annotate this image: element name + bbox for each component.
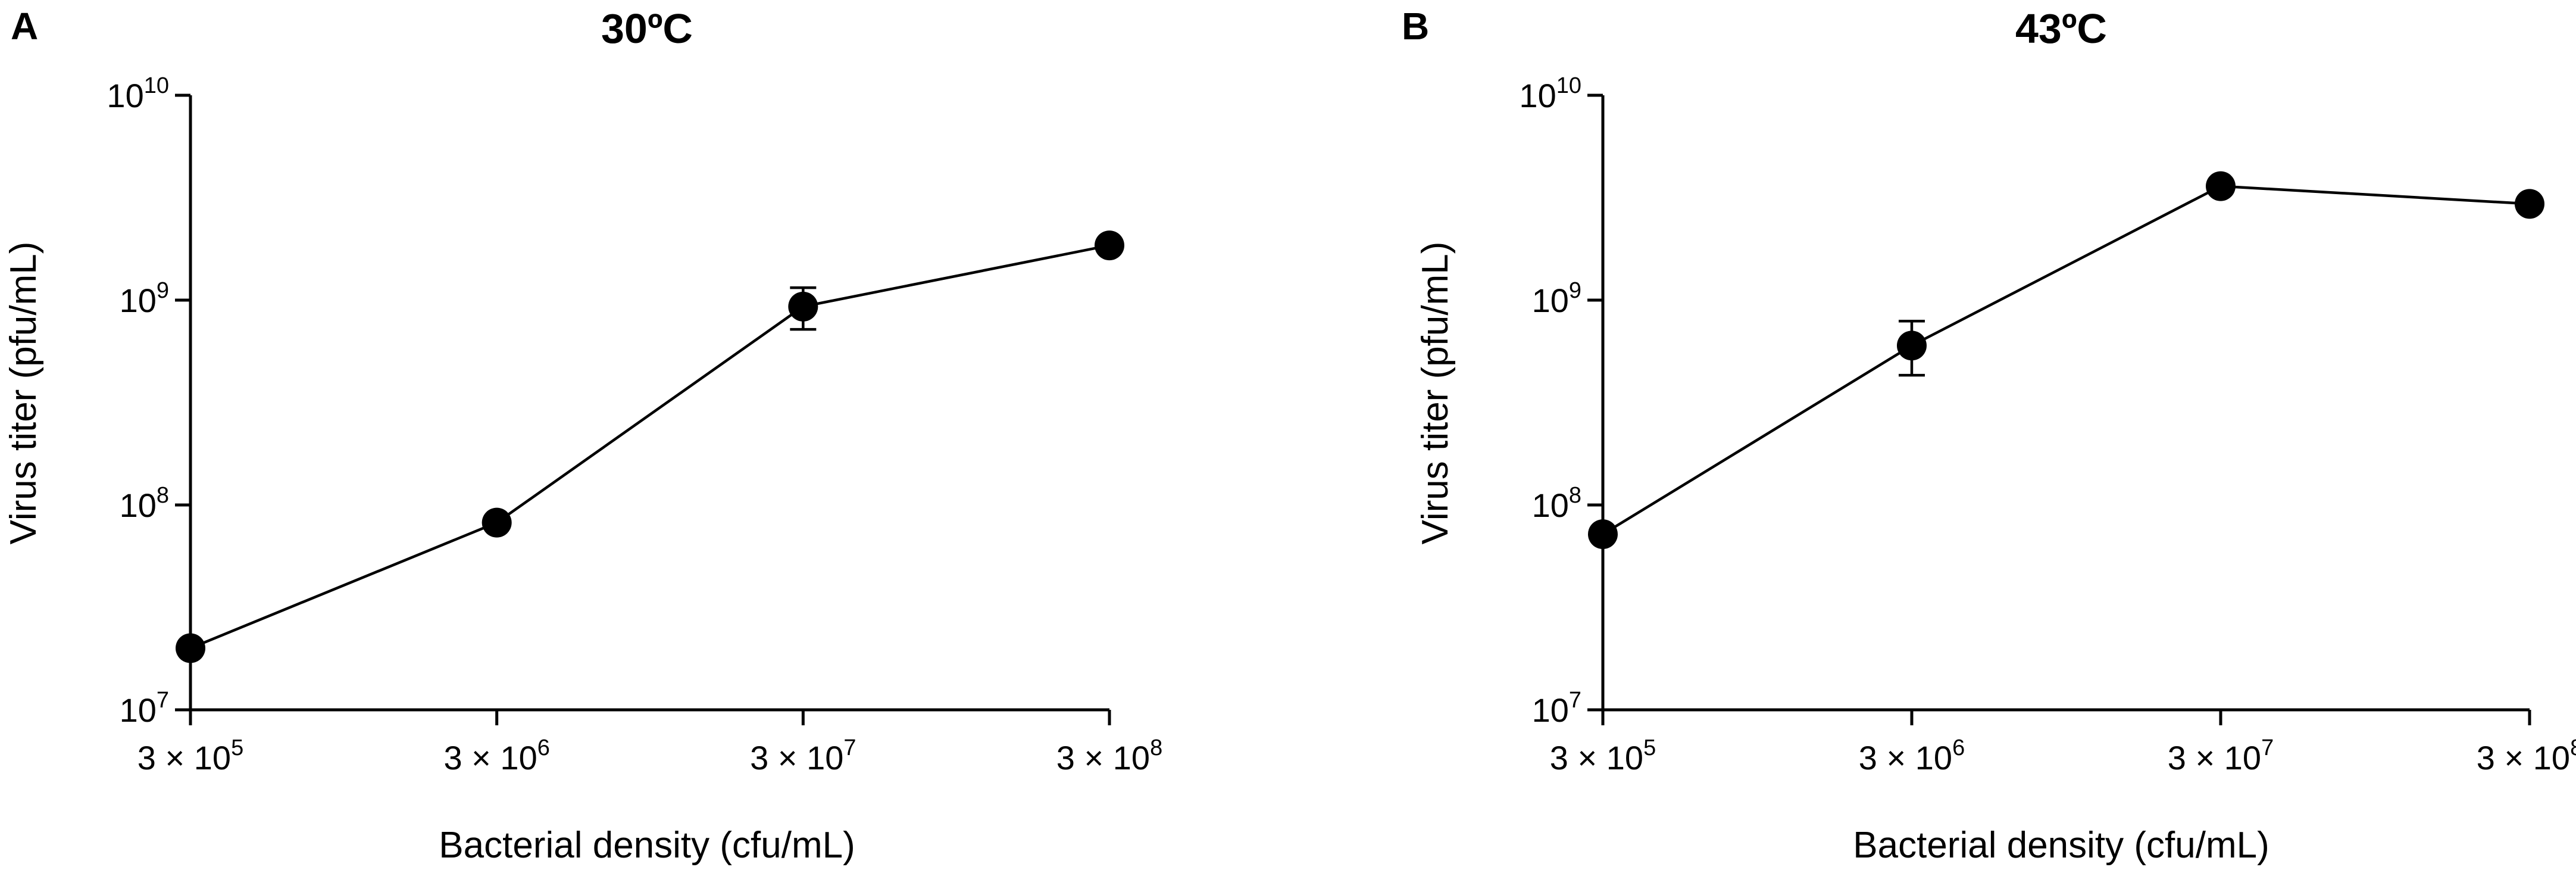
panel-b-series-line [1602, 185, 2530, 536]
panel-a-data-point [176, 633, 205, 663]
panel-b-x-tick-label: 3 × 108 [2477, 735, 2576, 777]
panel-a-x-tick-label: 3 × 108 [1056, 735, 1162, 777]
panel-b: B 43ºC Virus titer (pfu/mL) Bacterial de… [1402, 5, 2576, 866]
panel-a-plot-area [176, 230, 1124, 663]
panel-b-data-point [2206, 171, 2236, 201]
panel-a-x-tick-label: 3 × 106 [443, 735, 549, 777]
panel-a-letter: A [11, 5, 38, 48]
panel-a-y-tick-label: 107 [120, 688, 169, 729]
panel-b-letter: B [1402, 5, 1429, 48]
panel-b-data-point [1897, 330, 1927, 361]
panel-b-y-tick-label: 108 [1532, 483, 1581, 524]
panel-a-data-point [1095, 230, 1124, 261]
panel-b-y-tick-label: 109 [1532, 278, 1581, 319]
panel-a: A 30ºC Virus titer (pfu/mL) Bacterial de… [3, 5, 1162, 866]
panel-a-x-axis-label: Bacterial density (cfu/mL) [439, 825, 855, 866]
panel-a-ticks: 107 108 109 1010 3 × 105 3 × 106 3 × 107 3 × 10… [107, 73, 1162, 777]
panel-b-x-tick-label: 3 × 107 [2168, 735, 2274, 777]
panel-b-ticks: 107 108 109 1010 3 × 105 3 × 106 3 × 107 3 × 10… [1519, 73, 2576, 777]
panel-b-x-axis-label: Bacterial density (cfu/mL) [1853, 825, 2269, 866]
panel-b-title: 43ºC [2015, 5, 2107, 52]
panel-a-y-tick-label: 109 [120, 278, 169, 319]
panel-a-y-tick-label: 108 [120, 483, 169, 524]
panel-a-data-point [482, 507, 512, 538]
panel-b-plot-area [1588, 171, 2544, 550]
panel-a-title: 30ºC [601, 5, 693, 52]
panel-b-x-tick-label: 3 × 105 [1550, 735, 1656, 777]
panel-b-y-tick-label: 1010 [1519, 73, 1581, 114]
panel-b-y-axis-label: Virus titer (pfu/mL) [1415, 242, 1456, 545]
panel-b-x-tick-label: 3 × 106 [1859, 735, 1965, 777]
panel-b-data-point [1588, 519, 1618, 550]
panel-a-series-line [190, 244, 1110, 650]
panel-b-y-tick-label: 107 [1532, 688, 1581, 729]
panel-b-data-point [2515, 189, 2544, 219]
panel-a-y-tick-label: 1010 [107, 73, 169, 114]
panel-a-x-tick-label: 3 × 105 [137, 735, 243, 777]
panel-a-y-axis-label: Virus titer (pfu/mL) [3, 242, 44, 545]
panel-a-data-point [788, 291, 818, 322]
panel-a-x-tick-label: 3 × 107 [750, 735, 856, 777]
